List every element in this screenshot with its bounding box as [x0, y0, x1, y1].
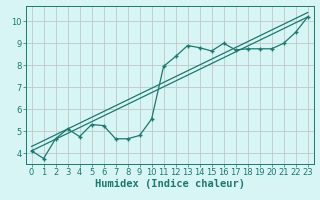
X-axis label: Humidex (Indice chaleur): Humidex (Indice chaleur): [95, 179, 244, 189]
